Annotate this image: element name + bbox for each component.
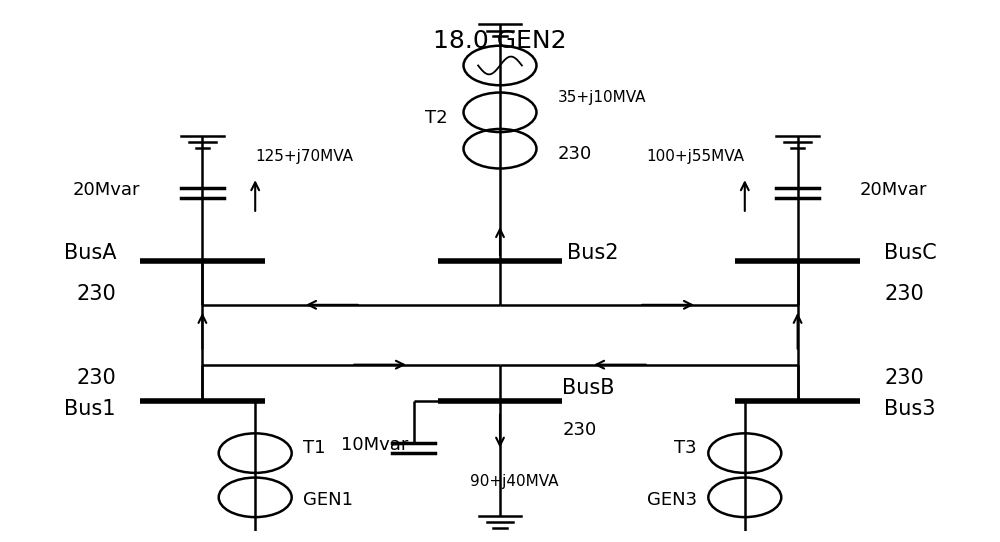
Text: 90+j40MVA: 90+j40MVA bbox=[470, 474, 559, 489]
Text: GEN1: GEN1 bbox=[303, 491, 353, 509]
Text: 230: 230 bbox=[562, 421, 597, 438]
Text: 20Mvar: 20Mvar bbox=[72, 182, 140, 199]
Text: GEN3: GEN3 bbox=[647, 491, 697, 509]
Text: T1: T1 bbox=[303, 439, 326, 457]
Text: 10Mvar: 10Mvar bbox=[341, 436, 409, 454]
Text: Bus1: Bus1 bbox=[64, 399, 116, 419]
Text: 230: 230 bbox=[558, 145, 592, 163]
Text: Bus2: Bus2 bbox=[567, 243, 619, 263]
Text: Bus3: Bus3 bbox=[884, 399, 936, 419]
Text: 230: 230 bbox=[76, 285, 116, 305]
Text: 18.0 GEN2: 18.0 GEN2 bbox=[433, 29, 567, 53]
Text: T3: T3 bbox=[674, 439, 697, 457]
Text: 35+j10MVA: 35+j10MVA bbox=[558, 90, 646, 105]
Text: BusA: BusA bbox=[64, 243, 116, 263]
Text: BusB: BusB bbox=[562, 378, 615, 398]
Text: 230: 230 bbox=[76, 367, 116, 388]
Text: BusC: BusC bbox=[884, 243, 937, 263]
Text: 230: 230 bbox=[884, 285, 924, 305]
Text: 20Mvar: 20Mvar bbox=[860, 182, 928, 199]
Text: 100+j55MVA: 100+j55MVA bbox=[647, 149, 745, 164]
Text: 230: 230 bbox=[884, 367, 924, 388]
Text: T2: T2 bbox=[425, 108, 447, 126]
Text: 125+j70MVA: 125+j70MVA bbox=[255, 149, 353, 164]
